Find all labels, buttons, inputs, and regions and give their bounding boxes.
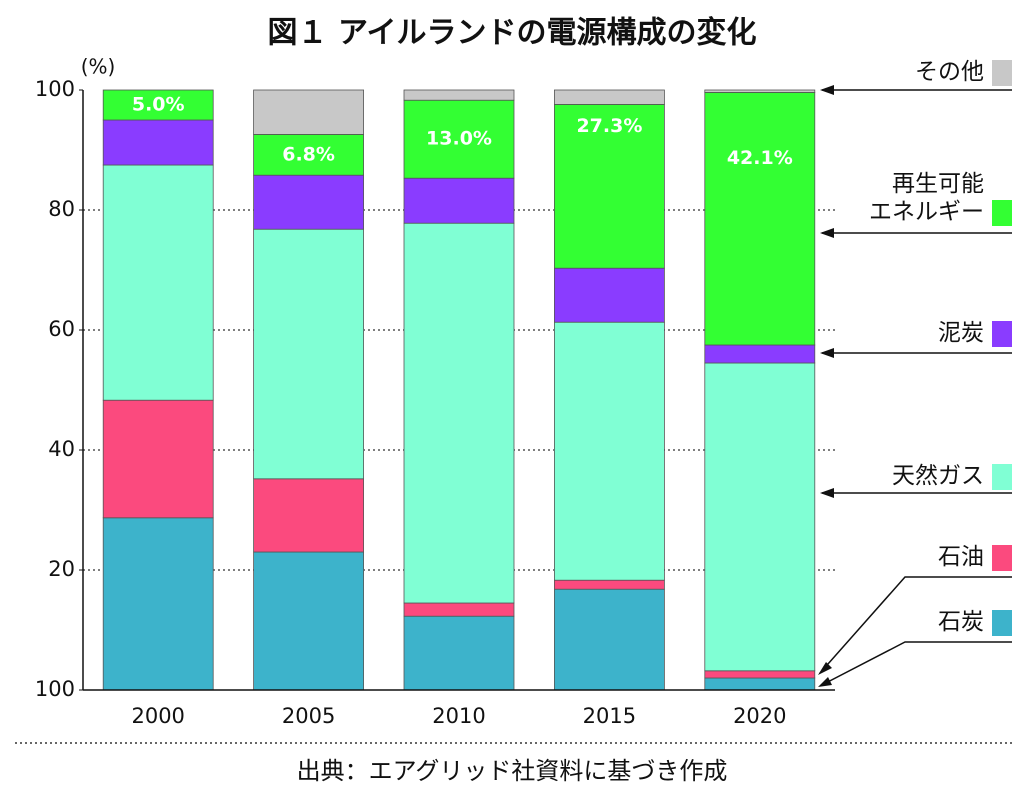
legend-label: 石炭 — [938, 609, 984, 635]
x-tick-label: 2000 — [131, 704, 184, 728]
legend-swatch — [992, 610, 1012, 636]
y-tick-label: 20 — [48, 557, 75, 581]
bar-segment — [102, 164, 214, 401]
bar-segment — [102, 517, 214, 691]
y-tick-label: 80 — [48, 197, 75, 221]
bar-segment — [253, 89, 365, 135]
bar-segment — [554, 89, 665, 105]
y-tick-label: 60 — [48, 317, 75, 341]
bar-segment — [102, 89, 214, 121]
bar-segment — [253, 133, 365, 176]
bar-segment — [403, 99, 515, 179]
bar-segment — [704, 677, 816, 691]
bar-segment — [403, 89, 515, 101]
y-tick-label: 100 — [35, 677, 75, 701]
legend-label: 再生可能 エネルギー — [869, 171, 984, 225]
value-label: 6.8% — [282, 143, 335, 165]
y-tick-label: 40 — [48, 437, 75, 461]
y-tick-label: 100 — [35, 77, 75, 101]
x-tick-label: 2005 — [282, 704, 335, 728]
arrow — [819, 641, 1012, 687]
legend-swatch — [992, 464, 1012, 490]
bar-segment — [554, 579, 665, 590]
bar-segment — [554, 321, 665, 581]
y-axis-unit: (%) — [81, 55, 116, 79]
bar-segment — [704, 670, 816, 679]
value-label: 5.0% — [132, 94, 185, 116]
legend-label: 石油 — [938, 544, 984, 570]
bar-segment — [102, 399, 214, 519]
bar-segment — [704, 362, 816, 672]
x-tick-label: 2015 — [583, 704, 636, 728]
bar-segment — [253, 174, 365, 230]
bar-segment — [403, 615, 515, 691]
arrow-heads — [818, 85, 834, 687]
legend-arrows — [819, 89, 1012, 687]
bar-segment — [554, 588, 665, 691]
bar-segment — [253, 551, 365, 691]
legend-swatch — [992, 200, 1012, 226]
value-label: 42.1% — [727, 147, 793, 169]
legend-swatch — [992, 321, 1012, 347]
x-tick-label: 2010 — [432, 704, 485, 728]
bar-segment — [253, 478, 365, 553]
bar-segment — [704, 92, 816, 346]
legend-swatch — [992, 545, 1012, 571]
legend-label: 泥炭 — [938, 320, 984, 346]
bar-segment — [554, 267, 665, 323]
bar-segment — [403, 222, 515, 604]
bar-segment — [704, 89, 816, 93]
bar-segment — [253, 228, 365, 480]
bar-segment — [554, 104, 665, 269]
source: 出典：エアグリッド社資料に基づき作成 — [297, 757, 728, 785]
legend-label: 天然ガス — [892, 463, 984, 489]
value-label: 27.3% — [576, 115, 642, 137]
legend-swatch — [992, 60, 1012, 86]
chart-title: 図１ アイルランドの電源構成の変化 — [268, 16, 757, 51]
bar-segment — [403, 177, 515, 224]
arrow — [819, 576, 1012, 674]
bar-segment — [704, 344, 816, 364]
bar-segment — [102, 119, 214, 166]
x-tick-label: 2020 — [733, 704, 786, 728]
legend-label: その他 — [915, 59, 984, 85]
bar-segment — [403, 602, 515, 617]
value-label: 13.0% — [426, 128, 492, 150]
